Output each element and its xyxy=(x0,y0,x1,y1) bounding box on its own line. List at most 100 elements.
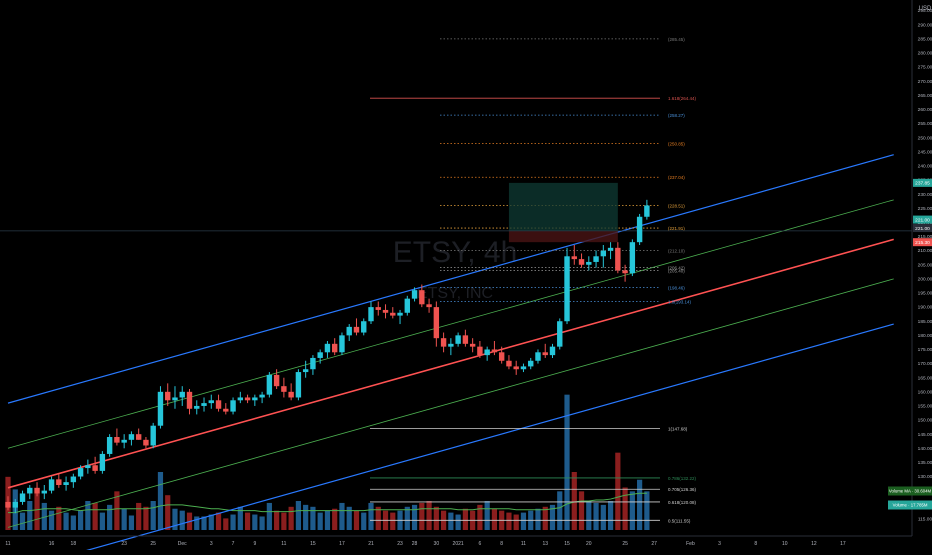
candle-body[interactable] xyxy=(433,307,440,339)
candle-body[interactable] xyxy=(19,493,26,502)
candle-body[interactable] xyxy=(578,259,585,265)
candle-body[interactable] xyxy=(70,476,77,483)
candle-body[interactable] xyxy=(201,403,207,406)
candle-body[interactable] xyxy=(273,374,280,387)
candle-body[interactable] xyxy=(462,335,469,344)
candle-body[interactable] xyxy=(477,346,483,356)
candle-body[interactable] xyxy=(397,312,403,316)
price-tag[interactable] xyxy=(913,224,932,233)
candle-body[interactable] xyxy=(528,360,534,367)
candles-layer[interactable] xyxy=(5,199,650,514)
candle-body[interactable] xyxy=(48,479,55,491)
candle-body[interactable] xyxy=(571,256,577,260)
candle-body[interactable] xyxy=(41,490,47,494)
candle-body[interactable] xyxy=(157,391,164,426)
candle-body[interactable] xyxy=(469,343,476,347)
candle-body[interactable] xyxy=(223,408,229,412)
candle-body[interactable] xyxy=(121,439,127,443)
candle-body[interactable] xyxy=(266,374,273,395)
candle-body[interactable] xyxy=(629,242,636,274)
candle-body[interactable] xyxy=(593,256,599,262)
price-tag[interactable] xyxy=(913,238,932,247)
candle-body[interactable] xyxy=(317,352,323,358)
candle-body[interactable] xyxy=(419,290,425,305)
candle-body[interactable] xyxy=(455,335,461,344)
candle-body[interactable] xyxy=(622,270,628,274)
candle-body[interactable] xyxy=(259,394,265,398)
candle-body[interactable] xyxy=(230,400,236,412)
candle-body[interactable] xyxy=(288,391,294,398)
candle-body[interactable] xyxy=(106,437,113,454)
candle-body[interactable] xyxy=(63,482,69,485)
candle-body[interactable] xyxy=(448,343,454,347)
time-axis[interactable]: 11 16 18 23 25 Dec 3 7 9 11 15 17 21 23 28 30 2021 6 8 11 13… xyxy=(0,535,912,547)
candle-body[interactable] xyxy=(520,366,527,370)
candle-body[interactable] xyxy=(5,501,11,508)
candle-body[interactable] xyxy=(346,326,352,336)
candle-body[interactable] xyxy=(600,250,607,257)
candle-body[interactable] xyxy=(607,247,614,251)
candle-body[interactable] xyxy=(302,369,309,373)
channel-inner-lower-line[interactable] xyxy=(7,278,894,528)
indicator-tag[interactable] xyxy=(888,486,932,496)
candle-body[interactable] xyxy=(27,487,33,494)
price-tag[interactable] xyxy=(913,215,932,224)
candle-body[interactable] xyxy=(506,360,512,367)
candle-body[interactable] xyxy=(186,391,193,409)
candle-body[interactable] xyxy=(375,307,381,310)
price-tag[interactable] xyxy=(913,178,932,187)
candle-body[interactable] xyxy=(143,439,149,446)
candle-body[interactable] xyxy=(281,386,287,392)
candle-body[interactable] xyxy=(92,465,98,471)
candle-body[interactable] xyxy=(564,256,570,322)
candle-body[interactable] xyxy=(310,357,316,370)
candle-body[interactable] xyxy=(557,321,563,347)
candle-body[interactable] xyxy=(114,437,120,443)
candle-body[interactable] xyxy=(150,425,156,446)
position-box[interactable] xyxy=(0,182,912,243)
price-axis[interactable]: 115.00120.00125.00130.00135.00140.00145.… xyxy=(888,0,932,536)
candle-body[interactable] xyxy=(244,397,251,401)
candle-body[interactable] xyxy=(77,468,84,477)
candle-body[interactable] xyxy=(440,338,447,347)
candle-body[interactable] xyxy=(426,304,432,308)
channel-inner-upper-line[interactable] xyxy=(7,199,894,449)
candle-body[interactable] xyxy=(535,352,541,361)
candle-body[interactable] xyxy=(615,247,621,271)
candle-body[interactable] xyxy=(324,343,331,353)
candle-body[interactable] xyxy=(252,397,258,401)
channel-lower-line[interactable] xyxy=(8,323,894,555)
regression-channel[interactable] xyxy=(7,154,894,555)
candle-body[interactable] xyxy=(542,352,548,356)
candle-body[interactable] xyxy=(34,487,40,494)
candle-body[interactable] xyxy=(339,335,345,353)
candle-body[interactable] xyxy=(99,453,106,471)
candle-body[interactable] xyxy=(237,397,244,401)
candle-body[interactable] xyxy=(513,366,519,370)
candle-body[interactable] xyxy=(498,352,505,361)
position-stop-zone[interactable] xyxy=(508,230,618,243)
candle-body[interactable] xyxy=(135,434,142,440)
channel-mid-line[interactable] xyxy=(7,238,894,489)
candle-body[interactable] xyxy=(128,434,135,440)
candle-body[interactable] xyxy=(368,307,374,322)
candle-body[interactable] xyxy=(194,405,200,409)
candle-body[interactable] xyxy=(215,400,222,409)
candle-body[interactable] xyxy=(165,391,171,401)
candle-body[interactable] xyxy=(404,298,410,313)
candle-body[interactable] xyxy=(208,400,214,404)
candle-body[interactable] xyxy=(12,501,18,508)
candle-body[interactable] xyxy=(636,216,643,243)
candle-body[interactable] xyxy=(85,465,91,469)
candle-body[interactable] xyxy=(491,349,498,353)
candle-body[interactable] xyxy=(179,391,185,398)
candle-body[interactable] xyxy=(332,343,338,353)
candle-body[interactable] xyxy=(586,261,592,265)
candle-body[interactable] xyxy=(644,205,650,217)
candle-body[interactable] xyxy=(549,346,556,356)
candle-body[interactable] xyxy=(295,372,302,398)
candle-body[interactable] xyxy=(484,349,490,356)
candle-body[interactable] xyxy=(172,397,178,401)
